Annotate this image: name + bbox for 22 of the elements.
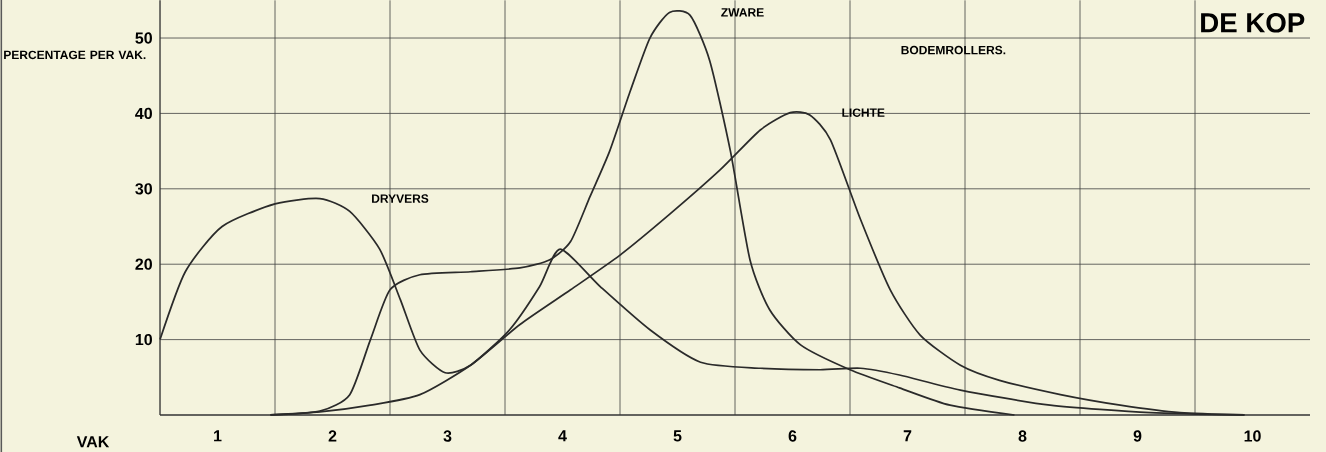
- x-tick-label: 6: [788, 430, 797, 442]
- series-label: LICHTE: [842, 108, 885, 117]
- series-label: DRYVERS: [372, 194, 429, 203]
- y-tick-label: 20: [135, 258, 152, 270]
- x-tick-label: 8: [1018, 430, 1027, 442]
- text: ZWARE: [721, 8, 764, 17]
- x-tick-label: 2: [328, 430, 337, 442]
- x-tick-label: 3: [443, 430, 452, 442]
- y-tick-label: 30: [135, 183, 152, 195]
- y-tick-label: 50: [135, 32, 152, 44]
- x-axis-title: VAK: [76, 436, 110, 448]
- y-tick-label: 10: [135, 333, 152, 346]
- x-tick-label: 1: [214, 430, 222, 442]
- annotation: BODEMROLLERS.: [901, 45, 1006, 55]
- x-tick-label: 10: [1244, 430, 1261, 442]
- y-tick-label: 40: [135, 107, 152, 120]
- x-tick-label: 9: [1133, 430, 1142, 442]
- chart-title: DE KOP: [1201, 13, 1305, 33]
- y-axis-title: PERCENTAGE PER VAK.: [4, 50, 146, 60]
- x-tick-label: 7: [903, 430, 912, 442]
- x-tick-label: 4: [558, 430, 567, 442]
- x-tick-label: 5: [673, 430, 682, 442]
